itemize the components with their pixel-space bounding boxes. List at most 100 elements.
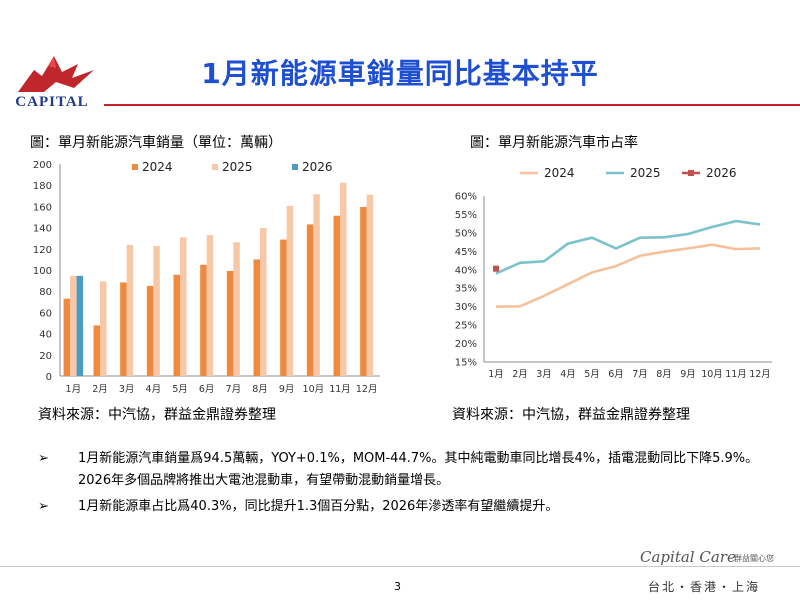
bar-2024	[333, 215, 340, 376]
legend-marker-2026	[688, 170, 694, 176]
bar-2025	[233, 242, 240, 376]
bullet-item: ➢ 1月新能源車占比爲40.3%，同比提升1.3個百分點，2026年滲透率有望繼…	[38, 496, 768, 518]
bullet-text: 1月新能源車占比爲40.3%，同比提升1.3個百分點，2026年滲透率有望繼續提…	[78, 499, 559, 514]
y-tick-label: 120	[33, 245, 52, 256]
bar-2024	[253, 259, 260, 376]
y-tick-label: 0	[46, 372, 52, 383]
right-chart-source: 資料來源：中汽協，群益金鼎證券整理	[452, 407, 690, 423]
y-tick-label: 140	[33, 224, 52, 235]
bar-2024	[93, 325, 100, 376]
x-tick-label: 5月	[172, 384, 188, 395]
y-tick-label: 25%	[455, 321, 477, 332]
legend-label-2026: 2026	[706, 166, 737, 180]
x-tick-label: 5月	[584, 369, 600, 380]
footer-cities: 台北・香港・上海	[648, 580, 761, 594]
y-tick-label: 60	[39, 308, 52, 319]
y-tick-label: 20%	[455, 339, 477, 350]
y-tick-label: 160	[33, 202, 52, 213]
line-chart: 15% 20% 25% 30% 35% 40% 45% 50% 55% 60% 1月 2月 3月 4月 5月…	[455, 166, 772, 380]
arrow-bullet-icon: ➢	[38, 451, 49, 466]
bar-2025	[206, 235, 214, 376]
y-tick-label: 200	[33, 160, 52, 171]
legend-label-2025: 2025	[630, 166, 661, 180]
x-tick-label: 3月	[119, 384, 135, 395]
bar-2024	[146, 285, 154, 376]
x-tick-label: 10月	[303, 384, 325, 395]
legend-swatch-2025	[212, 164, 218, 170]
x-tick-label: 1月	[488, 369, 504, 380]
x-tick-label: 10月	[701, 369, 723, 380]
bar-2025	[340, 182, 347, 376]
legend-label-2025: 2025	[222, 160, 253, 174]
bar-2025	[260, 228, 267, 376]
bullet-text: 1月新能源汽車銷量爲94.5萬輛，YOY+0.1%，MOM-44.7%。其中純電…	[78, 451, 759, 488]
title-divider	[104, 104, 800, 106]
y-tick-label: 100	[33, 266, 52, 277]
x-tick-label: 9月	[680, 369, 696, 380]
x-tick-label: 12月	[356, 384, 378, 395]
x-tick-label: 7月	[226, 384, 242, 395]
bar-2024	[280, 239, 287, 376]
bullet-list: ➢ 1月新能源汽車銷量爲94.5萬輛，YOY+0.1%，MOM-44.7%。其中…	[38, 448, 768, 522]
y-tick-label: 50%	[455, 228, 477, 239]
bar-2025	[366, 194, 374, 376]
logo-text: CAPITAL	[15, 94, 89, 110]
bar-2024	[306, 224, 314, 376]
legend-label-2026: 2026	[302, 160, 333, 174]
x-tick-label: 11月	[725, 369, 747, 380]
x-tick-label: 1月	[66, 384, 82, 395]
bar-2026	[76, 275, 84, 376]
bar-chart: 0 20 40 60 80 100 120 140 160 180 200 1月 2月 3月 4月 5月 6月 7…	[33, 160, 380, 395]
bar-2024	[120, 282, 127, 376]
bar-2025	[100, 281, 107, 376]
arrow-bullet-icon: ➢	[38, 499, 49, 514]
capital-logo	[4, 52, 108, 114]
bar-2025	[180, 237, 187, 376]
bar-2025	[313, 194, 320, 376]
legend-label-2024: 2024	[544, 166, 575, 180]
bar-2024	[226, 270, 234, 376]
series-line-2024	[495, 243, 761, 308]
y-tick-label: 80	[39, 287, 52, 298]
bar-2024	[360, 206, 367, 376]
bar-2025	[286, 205, 294, 376]
x-tick-label: 7月	[632, 369, 648, 380]
y-tick-label: 40%	[455, 265, 477, 276]
x-tick-label: 3月	[536, 369, 552, 380]
x-tick-label: 11月	[329, 384, 351, 395]
bar-2024	[173, 274, 180, 376]
y-tick-label: 20	[39, 351, 52, 362]
x-tick-label: 4月	[560, 369, 576, 380]
x-tick-label: 6月	[199, 384, 215, 395]
y-tick-label: 55%	[455, 210, 477, 221]
bar-2025	[126, 244, 134, 376]
x-tick-label: 8月	[252, 384, 268, 395]
x-tick-label: 12月	[749, 369, 771, 380]
x-tick-label: 6月	[608, 369, 624, 380]
brand-tagline: 群益關心您	[734, 554, 774, 563]
legend-swatch-2026	[292, 164, 298, 170]
legend-swatch-2024	[132, 164, 138, 170]
y-tick-label: 35%	[455, 284, 477, 295]
y-tick-label: 40	[39, 330, 52, 341]
data-point-2026	[493, 265, 499, 272]
eagle-icon	[18, 56, 94, 92]
bar-2024	[200, 264, 207, 376]
page-title: 1月新能源車銷量同比基本持平	[201, 57, 599, 90]
left-chart-caption: 圖：單月新能源汽車銷量（單位：萬輛）	[30, 135, 282, 151]
bar-2024	[63, 298, 71, 376]
y-tick-label: 30%	[455, 302, 477, 313]
x-tick-label: 9月	[279, 384, 295, 395]
bullet-item: ➢ 1月新能源汽車銷量爲94.5萬輛，YOY+0.1%，MOM-44.7%。其中…	[38, 448, 768, 492]
y-tick-label: 60%	[455, 192, 477, 203]
x-tick-label: 2月	[92, 384, 108, 395]
y-tick-label: 45%	[455, 247, 477, 258]
x-tick-label: 2月	[512, 369, 528, 380]
y-tick-label: 15%	[455, 358, 477, 369]
brand-logo: Capital Care	[640, 548, 736, 566]
y-tick-label: 180	[33, 181, 52, 192]
series-line-2025	[495, 219, 761, 275]
footer-divider	[0, 566, 800, 567]
x-tick-label: 8月	[656, 369, 672, 380]
legend-label-2024: 2024	[142, 160, 173, 174]
